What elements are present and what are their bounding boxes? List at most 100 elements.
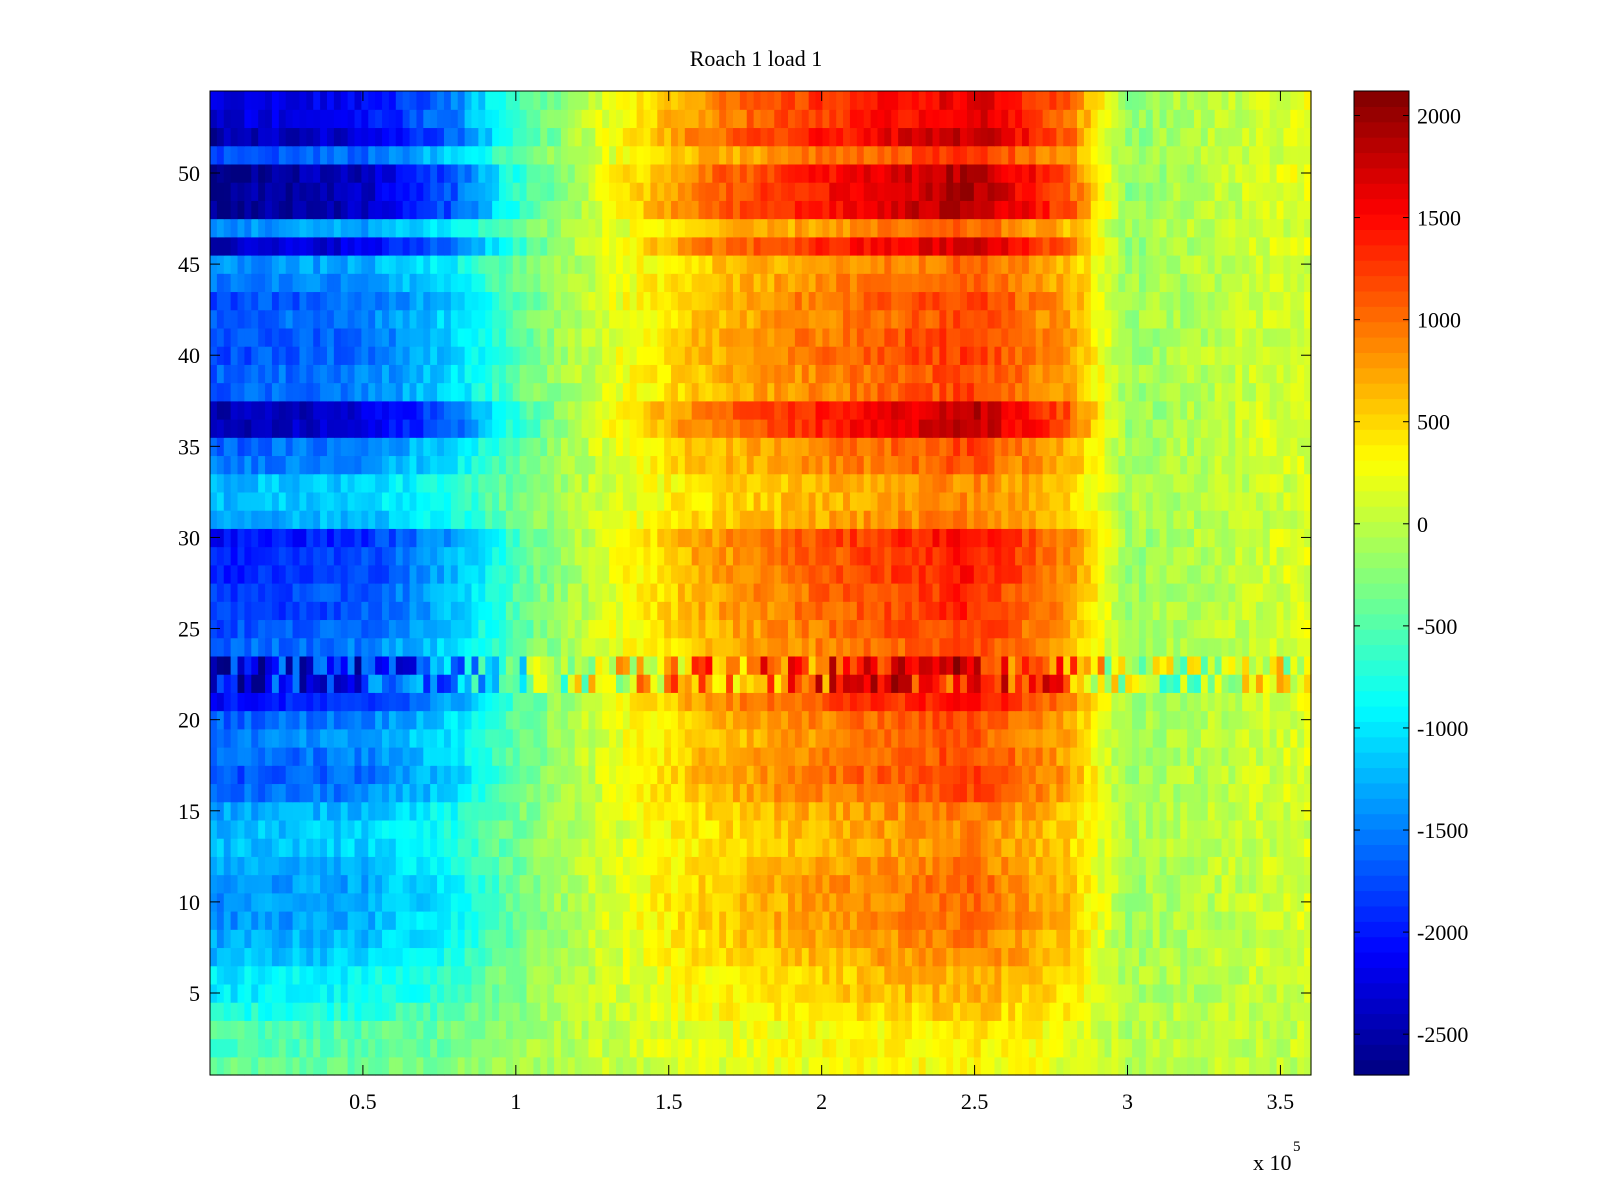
heatmap-cell (822, 1020, 830, 1040)
heatmap-cell (870, 546, 879, 566)
heatmap-cell (726, 728, 734, 748)
heatmap-cell (939, 546, 947, 566)
heatmap-cell (684, 965, 693, 985)
heatmap-cell (1015, 819, 1023, 839)
heatmap-cell (1207, 747, 1216, 766)
heatmap-cell (843, 1002, 851, 1021)
heatmap-cell (987, 947, 996, 967)
heatmap-cell (216, 1056, 225, 1076)
heatmap-cell (1242, 747, 1250, 766)
heatmap-cell (382, 510, 390, 529)
heatmap-cell (382, 546, 390, 566)
heatmap-cell (650, 983, 658, 1003)
heatmap-cell (925, 692, 934, 712)
heatmap-cell (230, 601, 239, 621)
heatmap-cell (760, 710, 768, 730)
heatmap-cell (1035, 1002, 1044, 1021)
heatmap-cell (1001, 1002, 1009, 1021)
heatmap-cell (1235, 1020, 1243, 1040)
heatmap-cell (1207, 801, 1216, 821)
heatmap-cell (437, 1056, 445, 1076)
heatmap-cell (953, 783, 961, 803)
heatmap-cell (767, 911, 775, 930)
heatmap-cell (726, 783, 734, 803)
heatmap-cell (980, 728, 989, 748)
heatmap-cell (1255, 710, 1264, 730)
heatmap-cell (1132, 1056, 1140, 1076)
heatmap-cell (1118, 911, 1126, 930)
heatmap-cell (705, 637, 713, 657)
heatmap-cell (443, 911, 452, 930)
heatmap-cell (746, 510, 755, 529)
heatmap-cell (333, 911, 342, 930)
heatmap-cell (1021, 783, 1030, 803)
heatmap-cell (877, 783, 885, 803)
heatmap-cell (1269, 838, 1278, 857)
heatmap-cell (416, 528, 424, 548)
heatmap-cell (554, 583, 562, 602)
heatmap-cell (1262, 546, 1271, 566)
heatmap-cell (375, 1056, 383, 1076)
heatmap-cell (560, 528, 569, 548)
heatmap-cell (843, 728, 851, 748)
heatmap-cell (271, 783, 280, 803)
heatmap-cell (1249, 929, 1257, 949)
heatmap-cell (1228, 546, 1236, 566)
heatmap-cell (1173, 601, 1181, 621)
heatmap-cell (1187, 546, 1195, 566)
heatmap-cell (1228, 710, 1236, 730)
heatmap-cell (251, 965, 259, 985)
heatmap-cell (588, 911, 596, 930)
heatmap-cell (1290, 601, 1298, 621)
heatmap-cell (739, 637, 748, 657)
heatmap-cell (1125, 528, 1133, 548)
heatmap-cell (712, 765, 720, 785)
heatmap-cell (1104, 601, 1113, 621)
heatmap-cell (333, 765, 342, 785)
heatmap-cell (1283, 747, 1291, 766)
heatmap-cell (1097, 1038, 1106, 1058)
heatmap-cell (1297, 528, 1305, 548)
heatmap-cell (636, 911, 645, 930)
heatmap-cell (856, 728, 865, 748)
heatmap-cell (1180, 911, 1188, 930)
heatmap-cell (499, 747, 507, 766)
heatmap-cell (326, 929, 335, 949)
heatmap-cell (581, 1038, 590, 1058)
heatmap-cell (1249, 601, 1257, 621)
heatmap-cell (657, 692, 665, 712)
heatmap-cell (505, 747, 514, 766)
heatmap-cell (1304, 856, 1312, 876)
heatmap-cell (333, 1002, 342, 1021)
heatmap-cell (966, 892, 975, 912)
heatmap-cell (210, 564, 218, 584)
heatmap-cell (609, 619, 617, 639)
heatmap-cell (1214, 1038, 1223, 1058)
heatmap-cell (1269, 674, 1278, 693)
heatmap-cell (1207, 546, 1216, 566)
heatmap-cell (1125, 819, 1133, 839)
heatmap-cell (746, 528, 755, 548)
heatmap-cell (1028, 1002, 1037, 1021)
heatmap-cell (767, 1038, 775, 1058)
heatmap-cell (244, 819, 252, 839)
heatmap-cell (1077, 765, 1085, 785)
heatmap-cell (210, 692, 218, 712)
heatmap-cell (306, 747, 314, 766)
heatmap-cell (1042, 947, 1051, 967)
heatmap-cell (457, 911, 466, 930)
heatmap-cell (375, 637, 383, 657)
heatmap-cell (492, 564, 500, 584)
heatmap-cell (856, 619, 865, 639)
heatmap-cell (849, 947, 858, 967)
heatmap-cell (1200, 965, 1209, 985)
heatmap-cell (705, 528, 713, 548)
heatmap-cell (443, 747, 452, 766)
heatmap-cell (987, 692, 996, 712)
heatmap-cell (1187, 1002, 1195, 1021)
heatmap-cell (251, 637, 259, 657)
heatmap-cell (767, 892, 775, 912)
heatmap-cell (925, 838, 934, 857)
heatmap-cell (953, 674, 961, 693)
heatmap-cell (1104, 728, 1113, 748)
